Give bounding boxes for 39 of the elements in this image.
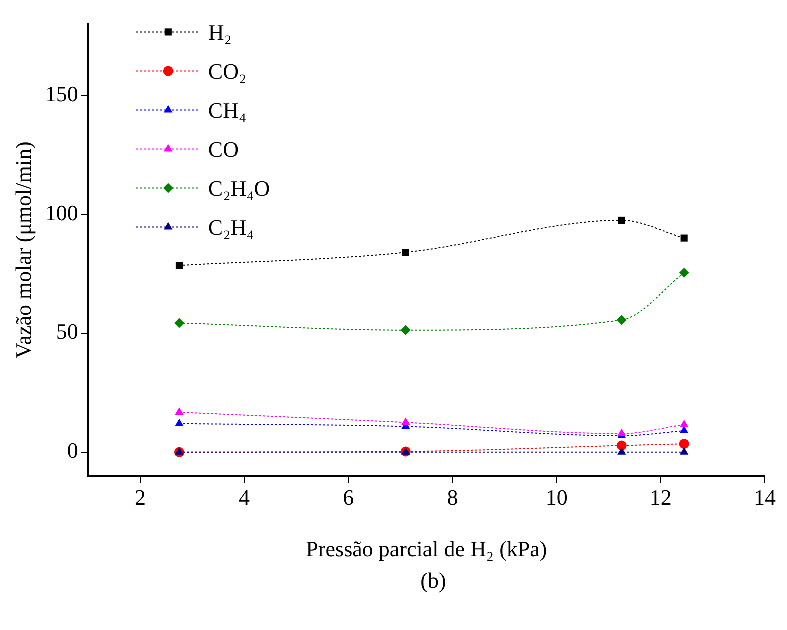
y-tick-label: 150 bbox=[45, 81, 78, 106]
point bbox=[618, 428, 626, 436]
y-tick-label: 100 bbox=[45, 200, 78, 226]
point bbox=[616, 315, 627, 326]
point bbox=[402, 249, 410, 256]
point bbox=[679, 439, 690, 450]
point bbox=[618, 447, 626, 455]
legend-label: CO bbox=[208, 136, 239, 162]
point bbox=[679, 268, 690, 278]
x-tick-label: 6 bbox=[343, 485, 354, 510]
point bbox=[402, 418, 410, 426]
y-tick-label: 0 bbox=[67, 438, 78, 464]
point bbox=[400, 325, 411, 336]
point bbox=[680, 420, 689, 428]
point bbox=[175, 418, 184, 426]
point bbox=[175, 447, 184, 455]
legend-label: CH₄ bbox=[208, 98, 247, 123]
x-tick-label: 8 bbox=[447, 485, 458, 510]
legend-label: C₂H₄O bbox=[208, 176, 270, 201]
point bbox=[618, 216, 626, 224]
point bbox=[680, 426, 689, 434]
y-tick-label: 50 bbox=[56, 319, 78, 344]
x-tick-label: 10 bbox=[546, 485, 568, 510]
y-axis-title: Vazão molar (μmol/min) bbox=[10, 142, 36, 359]
point bbox=[680, 447, 689, 455]
legend-label: H₂ bbox=[208, 20, 232, 45]
x-tick-label: 14 bbox=[754, 485, 776, 510]
point bbox=[176, 262, 184, 270]
point bbox=[680, 234, 688, 242]
point bbox=[174, 318, 184, 328]
x-tick-label: 2 bbox=[134, 485, 146, 510]
x-tick-label: 4 bbox=[239, 485, 250, 510]
x-axis-title: Pressão parcial de H₂ (kPa) bbox=[306, 536, 548, 562]
point bbox=[175, 407, 184, 415]
text: (b) bbox=[420, 568, 448, 594]
point bbox=[616, 440, 627, 451]
x-tick-label: 12 bbox=[650, 485, 672, 510]
legend-label: CO₂ bbox=[208, 58, 247, 84]
legend-label: C₂H₄ bbox=[208, 214, 254, 240]
